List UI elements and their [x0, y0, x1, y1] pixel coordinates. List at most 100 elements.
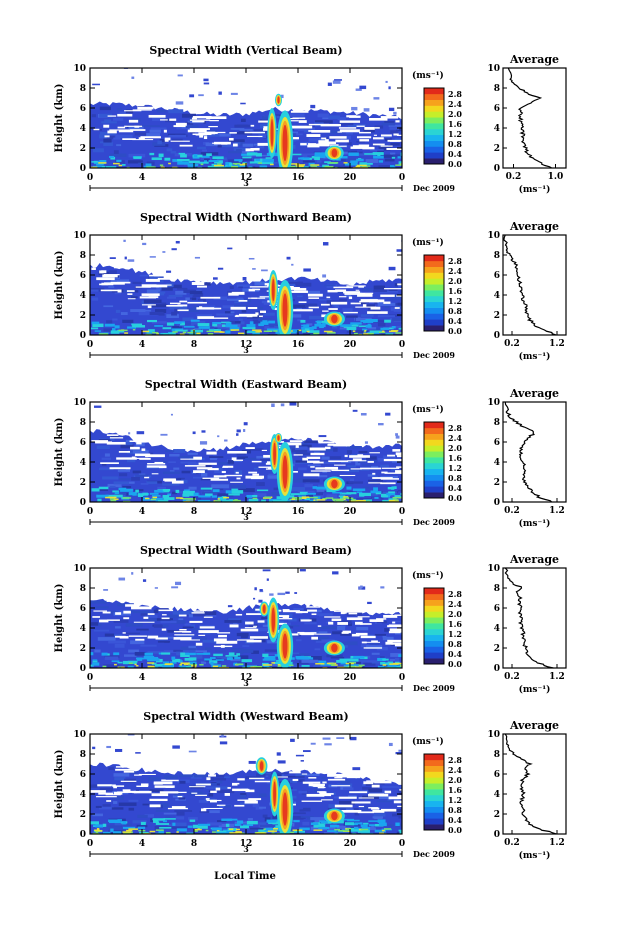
- colorbar-tick-label: 2.4: [448, 266, 462, 276]
- y-tick-label: 4: [80, 624, 86, 634]
- avg-y-tick-label: 8: [494, 251, 500, 261]
- colorbar-swatch: [424, 111, 444, 118]
- colorbar-tick-label: 0.0: [448, 825, 462, 835]
- colorbar-swatch: [424, 152, 444, 159]
- colorbar-tick-label: 1.2: [448, 795, 462, 805]
- avg-y-tick-label: 6: [494, 104, 500, 114]
- x-tick-label: 0: [87, 340, 93, 350]
- avg-y-tick-label: 0: [494, 830, 500, 840]
- colorbar-tick-label: 1.2: [448, 129, 462, 139]
- panel-title: Spectral Width (Vertical Beam): [149, 44, 342, 57]
- y-tick-label: 8: [80, 84, 86, 94]
- y-axis-label: Height (km): [54, 251, 65, 320]
- colorbar-swatch: [424, 266, 444, 273]
- x-tick-label: 16: [292, 173, 305, 183]
- colorbar-swatch: [424, 628, 444, 636]
- y-tick-label: 10: [73, 64, 86, 74]
- panel-1: Spectral Width (Vertical Beam) 0 2 4 6 8 10 0 4 8…: [54, 44, 567, 195]
- colorbar-unit: (ms⁻¹): [412, 404, 444, 415]
- panel-3: Spectral Width (Eastward Beam) 0 2 4 6 8 10 0 4 8…: [54, 378, 567, 529]
- avg-x-tick-label: 0.2: [504, 506, 520, 516]
- colorbar-tick-label: 0.8: [448, 473, 462, 483]
- y-tick-label: 2: [80, 478, 86, 488]
- colorbar-swatch: [424, 754, 444, 761]
- average-panel: Average 0 2 4 6 8 10 0.2 1.2 (ms⁻¹): [487, 553, 567, 695]
- colorbar-tick-label: 0.8: [448, 805, 462, 815]
- y-tick-label: 0: [80, 498, 86, 508]
- colorbar: (ms⁻¹) 0.00.40.81.21.62.02.42.8: [412, 736, 462, 835]
- avg-y-tick-label: 4: [494, 624, 500, 634]
- colorbar-tick-label: 2.0: [448, 443, 462, 453]
- colorbar-swatch: [424, 789, 444, 796]
- colorbar-tick-label: 0.4: [448, 815, 462, 825]
- average-title: Average: [509, 53, 559, 66]
- colorbar-swatch: [424, 439, 444, 446]
- heatmap: [90, 239, 402, 335]
- colorbar-tick-label: 1.2: [448, 463, 462, 473]
- colorbar-tick-label: 2.8: [448, 256, 462, 266]
- panel-title: Spectral Width (Southward Beam): [140, 544, 352, 557]
- colorbar-tick-label: 1.6: [448, 286, 462, 296]
- x-tick-label: 0: [87, 839, 93, 849]
- day-label: 3: [243, 345, 249, 355]
- average-title: Average: [509, 553, 559, 566]
- average-profile-line: [504, 567, 554, 669]
- colorbar-swatch: [424, 140, 444, 147]
- colorbar-swatch: [424, 457, 444, 464]
- y-axis-label: Height (km): [54, 750, 65, 819]
- x-tick-label: 4: [139, 839, 145, 849]
- y-tick-label: 0: [80, 830, 86, 840]
- colorbar-tick-label: 2.4: [448, 99, 462, 109]
- avg-x-tick-label: 0.2: [504, 838, 520, 848]
- colorbar: (ms⁻¹) 0.00.40.81.21.62.02.42.8: [412, 237, 462, 336]
- colorbar-tick-label: 0.0: [448, 326, 462, 336]
- day-label: 3: [243, 512, 249, 522]
- x-tick-label: 20: [344, 839, 357, 849]
- panel-2: Spectral Width (Northward Beam) 0 2 4 6 8 10 0 4…: [54, 211, 567, 362]
- colorbar-swatch: [424, 278, 444, 285]
- heatmap: [90, 569, 402, 668]
- colorbar-tick-label: 0.0: [448, 659, 462, 669]
- colorbar-unit: (ms⁻¹): [412, 570, 444, 581]
- colorbar-swatch: [424, 771, 444, 778]
- colorbar-swatch: [424, 427, 444, 434]
- x-tick-label: 8: [191, 673, 197, 683]
- colorbar-swatch: [424, 260, 444, 267]
- avg-y-tick-label: 4: [494, 124, 500, 134]
- x-tick-label: 0: [399, 673, 405, 683]
- avg-y-tick-label: 4: [494, 458, 500, 468]
- average-unit: (ms⁻¹): [519, 184, 551, 195]
- colorbar-tick-label: 1.6: [448, 785, 462, 795]
- colorbar-tick-label: 2.4: [448, 599, 462, 609]
- avg-y-tick-label: 2: [494, 810, 500, 820]
- avg-y-tick-label: 10: [487, 398, 500, 408]
- y-tick-label: 4: [80, 458, 86, 468]
- average-unit: (ms⁻¹): [519, 351, 551, 362]
- colorbar-unit: (ms⁻¹): [412, 736, 444, 747]
- colorbar-swatch: [424, 272, 444, 279]
- colorbar-swatch: [424, 599, 444, 606]
- y-tick-label: 10: [73, 231, 86, 241]
- colorbar-tick-label: 2.8: [448, 89, 462, 99]
- average-unit: (ms⁻¹): [519, 684, 551, 695]
- colorbar-swatch: [424, 146, 444, 153]
- avg-y-tick-label: 8: [494, 750, 500, 760]
- y-axis-label: Height (km): [54, 584, 65, 653]
- colorbar: (ms⁻¹) 0.00.40.81.21.62.02.42.8: [412, 404, 462, 503]
- average-unit: (ms⁻¹): [519, 518, 551, 529]
- y-tick-label: 8: [80, 251, 86, 261]
- avg-y-tick-label: 10: [487, 730, 500, 740]
- colorbar-swatch: [424, 433, 444, 440]
- average-unit: (ms⁻¹): [519, 850, 551, 861]
- y-tick-label: 8: [80, 418, 86, 428]
- x-tick-label: 0: [399, 340, 405, 350]
- colorbar-swatch: [424, 824, 444, 831]
- y-tick-label: 2: [80, 311, 86, 321]
- colorbar-tick-label: 0.0: [448, 159, 462, 169]
- avg-y-tick-label: 6: [494, 271, 500, 281]
- x-tick-label: 4: [139, 673, 145, 683]
- colorbar-swatch: [424, 158, 444, 165]
- avg-y-tick-label: 10: [487, 564, 500, 574]
- x-tick-label: 16: [292, 839, 305, 849]
- colorbar-swatch: [424, 105, 444, 112]
